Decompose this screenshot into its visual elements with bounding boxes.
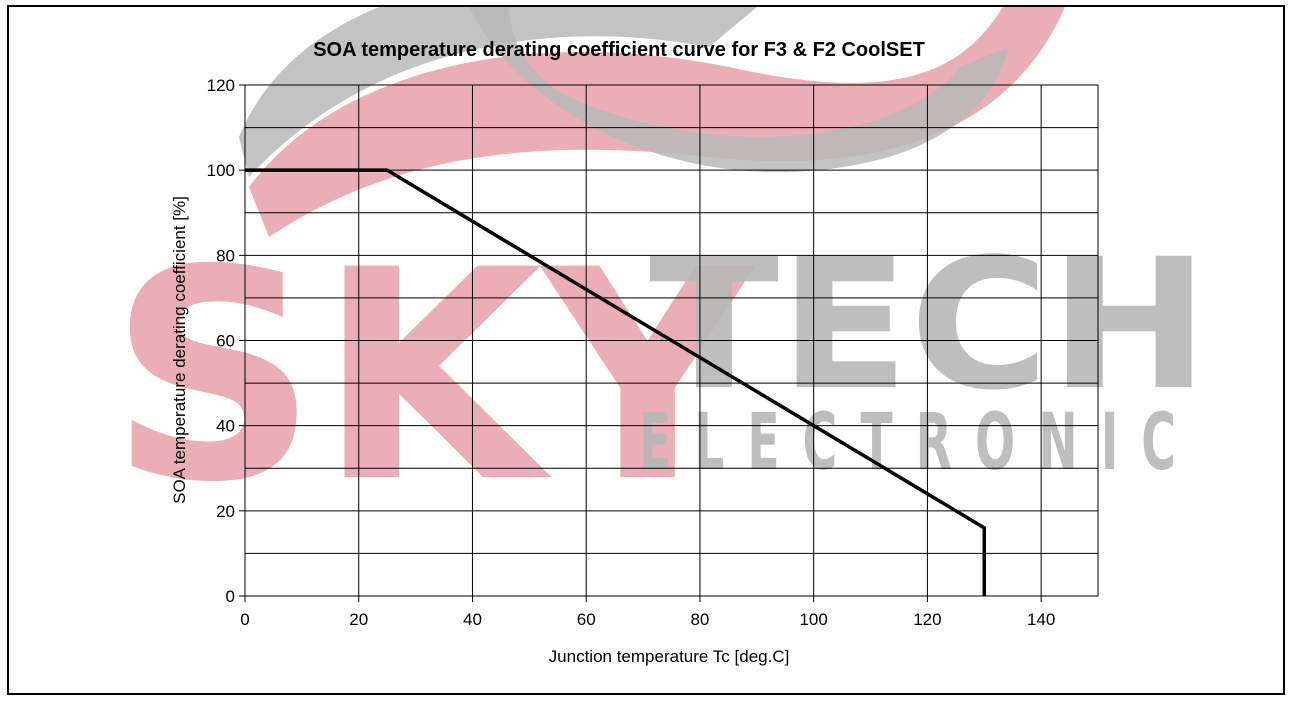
- y-tick-label: 100: [207, 161, 235, 180]
- y-tick-label: 20: [216, 502, 235, 521]
- x-tick-label: 140: [1027, 610, 1055, 629]
- x-tick-label: 100: [799, 610, 827, 629]
- y-tick-label: 80: [216, 246, 235, 265]
- x-tick-label: 0: [240, 610, 249, 629]
- y-tick-label: 60: [216, 332, 235, 351]
- watermark-swoosh-red: [249, 7, 1065, 237]
- derating-curve: [245, 168, 987, 596]
- y-tick-label: 0: [226, 587, 235, 606]
- derating-chart: SOA temperature derating coefficient cur…: [170, 39, 1099, 666]
- y-tick-label: 120: [207, 76, 235, 95]
- x-tick-label: 80: [690, 610, 709, 629]
- chart-title: SOA temperature derating coefficient cur…: [313, 39, 925, 61]
- watermark-swoosh-gray: [239, 7, 757, 177]
- chart-frame: SKY TECH ELECTRONIC SOA temperature dera…: [7, 5, 1285, 695]
- x-tick-label: 20: [349, 610, 368, 629]
- y-tick-label: 40: [216, 417, 235, 436]
- x-axis-label: Junction temperature Tc [deg.C]: [549, 647, 790, 666]
- x-tick-label: 60: [577, 610, 596, 629]
- x-tick-label: 40: [463, 610, 482, 629]
- watermark-sub: ELECTRONIC: [639, 398, 1199, 488]
- chart-ticks: 0 20 40 60 80 100 120 0 20 40 60 80 100 120 140: [207, 76, 1056, 629]
- chart-series: [245, 168, 987, 596]
- x-tick-label: 120: [913, 610, 941, 629]
- y-axis-label: SOA temperature derating coefficient [%]: [170, 196, 189, 504]
- watermark-brand-left: SKY: [109, 209, 756, 546]
- watermark-swoosh-gray-2: [469, 7, 1009, 173]
